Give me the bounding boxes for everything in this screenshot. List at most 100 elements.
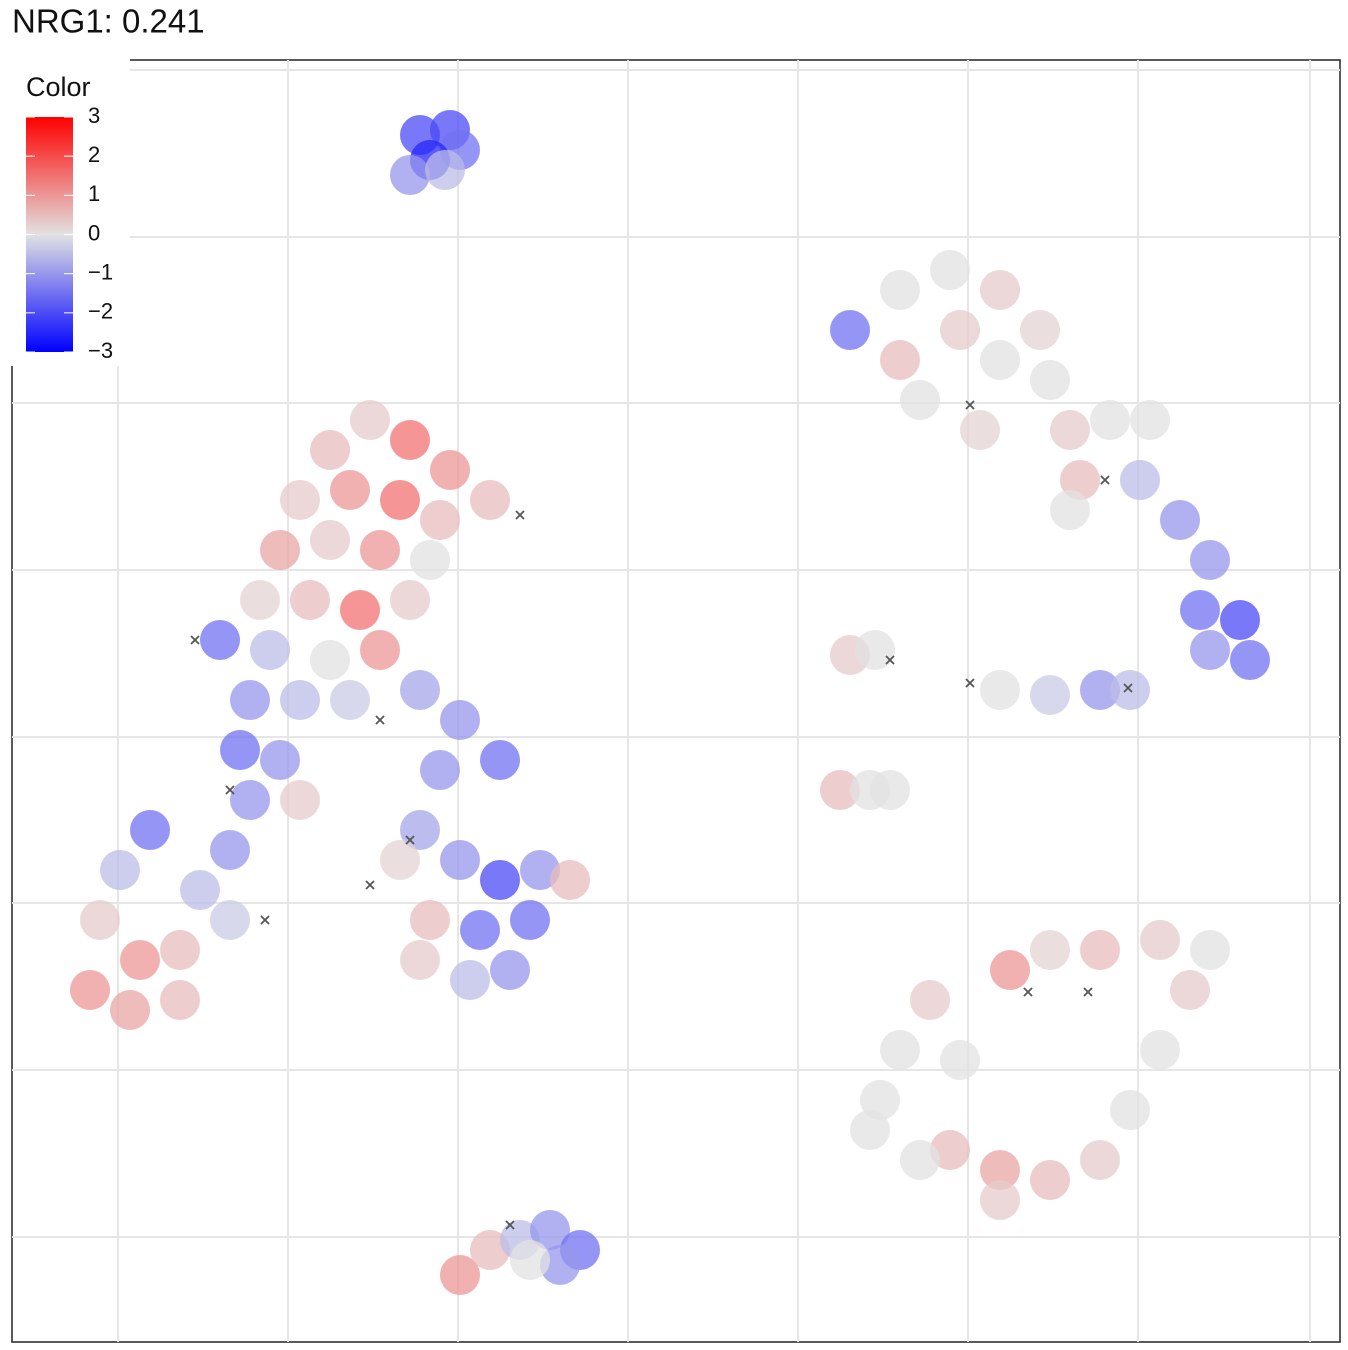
point (990, 950, 1030, 990)
point (430, 450, 470, 490)
point (1190, 630, 1230, 670)
point (1140, 1030, 1180, 1070)
point (880, 340, 920, 380)
point (820, 770, 860, 810)
point (980, 340, 1020, 380)
point (1190, 930, 1230, 970)
point (250, 630, 290, 670)
point (160, 980, 200, 1020)
colorbar-tick-label: −2 (88, 299, 113, 324)
point (1230, 640, 1270, 680)
point (460, 910, 500, 950)
point (330, 470, 370, 510)
point (880, 1030, 920, 1070)
colorbar-tick-label: −1 (88, 259, 113, 284)
point (980, 1180, 1020, 1220)
point (440, 840, 480, 880)
na-point (365, 880, 375, 890)
point (900, 380, 940, 420)
point (1030, 930, 1070, 970)
na-point (1083, 987, 1093, 997)
point (210, 900, 250, 940)
point (1120, 460, 1160, 500)
na-point (1123, 683, 1133, 693)
point (1080, 930, 1120, 970)
point (1110, 1090, 1150, 1130)
point (940, 310, 980, 350)
point (1090, 400, 1130, 440)
point (400, 670, 440, 710)
point (510, 1240, 550, 1280)
point (280, 480, 320, 520)
point (120, 940, 160, 980)
point (220, 730, 260, 770)
point (160, 930, 200, 970)
na-point (225, 785, 235, 795)
na-point (965, 400, 975, 410)
na-point (405, 835, 415, 845)
point (360, 530, 400, 570)
point (400, 940, 440, 980)
point (960, 410, 1000, 450)
point (550, 860, 590, 900)
legend-title: Color (26, 72, 91, 102)
point (880, 270, 920, 310)
point (1220, 600, 1260, 640)
point (440, 700, 480, 740)
point (1080, 670, 1120, 710)
point (1050, 410, 1090, 450)
point (870, 770, 910, 810)
chart-title: NRG1: 0.241 (12, 3, 205, 40)
na-point (1100, 475, 1110, 485)
point (420, 500, 460, 540)
point (1170, 970, 1210, 1010)
point (180, 870, 220, 910)
point (850, 1110, 890, 1150)
point (910, 980, 950, 1020)
point (290, 580, 330, 620)
na-point (375, 715, 385, 725)
point (390, 155, 430, 195)
point (1080, 1140, 1120, 1180)
point (340, 590, 380, 630)
point (210, 830, 250, 870)
point (480, 740, 520, 780)
point (450, 960, 490, 1000)
colorbar-tick-label: 0 (88, 220, 100, 245)
point (855, 630, 895, 670)
point (310, 430, 350, 470)
na-point (260, 915, 270, 925)
point (530, 1210, 570, 1250)
point (1050, 490, 1090, 530)
point (1180, 590, 1220, 630)
point (310, 640, 350, 680)
na-point (505, 1220, 515, 1230)
point (280, 780, 320, 820)
na-point (885, 655, 895, 665)
colorbar-tick-label: 1 (88, 181, 100, 206)
point (350, 400, 390, 440)
point (470, 480, 510, 520)
point (260, 740, 300, 780)
point (510, 900, 550, 940)
point (1030, 360, 1070, 400)
point (1020, 310, 1060, 350)
point (230, 680, 270, 720)
point (110, 990, 150, 1030)
point (980, 270, 1020, 310)
point (980, 1150, 1020, 1190)
point (310, 520, 350, 560)
point (900, 1140, 940, 1180)
point (940, 1040, 980, 1080)
point (390, 580, 430, 620)
na-point (1023, 987, 1033, 997)
point (1140, 920, 1180, 960)
point (130, 810, 170, 850)
colorbar-tick-label: −3 (88, 338, 113, 363)
point (260, 530, 300, 570)
na-point (190, 635, 200, 645)
point (1160, 500, 1200, 540)
point (490, 950, 530, 990)
point (1130, 400, 1170, 440)
